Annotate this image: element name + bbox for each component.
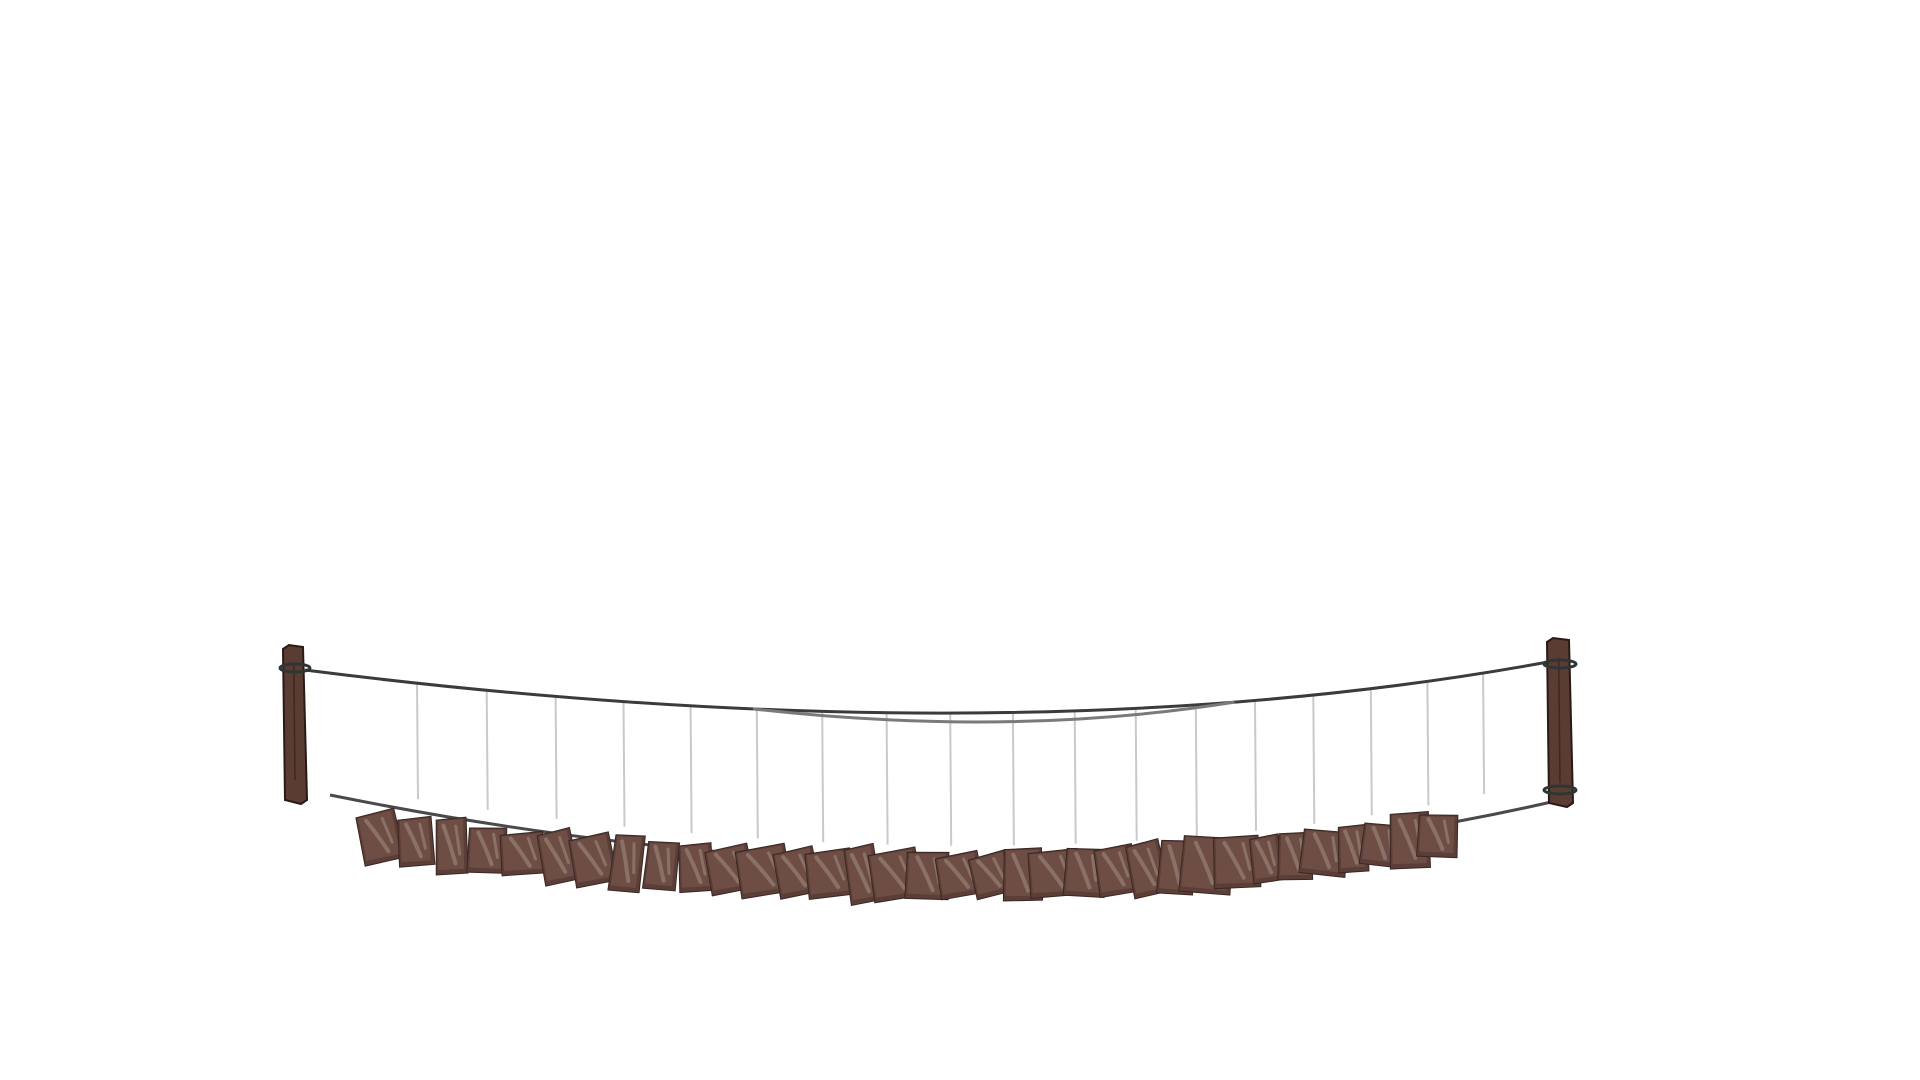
hanger-rope	[821, 711, 825, 843]
bridge-plank	[355, 807, 406, 867]
wood-grain	[293, 664, 296, 781]
rope-lashing	[278, 662, 312, 674]
hanger-rope	[1194, 704, 1198, 837]
top-rope	[304, 660, 1549, 715]
hanger-rope	[689, 705, 693, 834]
hanger-rope	[1369, 688, 1373, 816]
hanger-rope	[554, 696, 558, 819]
bridge-plank	[466, 827, 508, 874]
top-rope-middle-segment	[752, 700, 1235, 724]
wood-grain	[1557, 657, 1561, 784]
hanger-rope	[1482, 673, 1486, 795]
bridge-plank	[607, 834, 646, 894]
left-post	[278, 643, 312, 806]
rope-lashing	[1542, 658, 1578, 670]
hanger-rope	[885, 712, 889, 845]
hanger-rope	[1073, 710, 1077, 844]
bridge-plank	[1298, 828, 1350, 879]
hanger-rope	[416, 683, 419, 800]
hanger-rope	[949, 713, 953, 846]
rope-lashing	[1542, 784, 1578, 796]
bridge-plank	[1337, 823, 1370, 874]
hanger-rope	[1134, 708, 1138, 841]
bridge-plank	[641, 841, 681, 892]
hanger-rope	[1011, 712, 1015, 846]
bridge-plank	[804, 847, 857, 901]
bridge-plank	[499, 830, 548, 877]
hanger-rope	[1426, 681, 1430, 806]
bridge-plank	[1212, 834, 1262, 890]
bridge-plank	[1248, 833, 1285, 885]
bridge-planks	[355, 807, 1459, 907]
hanger-rope	[1312, 695, 1316, 824]
hanger-ropes	[416, 673, 1486, 846]
hanger-rope	[622, 701, 626, 827]
bridge-plank	[397, 815, 436, 868]
hanger-rope	[485, 690, 489, 810]
hanger-rope	[1254, 700, 1257, 831]
bridge-plank	[568, 831, 619, 889]
right-post	[1542, 636, 1578, 809]
bridge-plank	[435, 816, 469, 876]
bridge-plank	[1416, 814, 1459, 859]
hanger-rope	[755, 709, 759, 839]
